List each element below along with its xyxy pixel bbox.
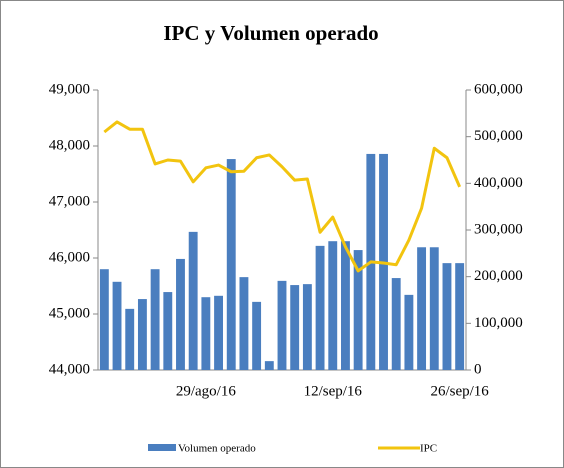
bar: [341, 241, 350, 370]
y2-tick-label: 200,000: [474, 268, 523, 284]
legend-label: IPC: [420, 443, 437, 455]
y2-tick-label: 500,000: [474, 128, 523, 144]
bar: [328, 241, 338, 370]
bar: [188, 231, 198, 370]
bar: [125, 308, 135, 370]
x-tick-label: 26/sep/16: [430, 383, 489, 399]
bar: [150, 269, 160, 370]
bar: [201, 297, 211, 370]
y-tick-label: 45,000: [49, 305, 90, 321]
bar: [455, 263, 465, 370]
y2-tick-label: 600,000: [474, 81, 523, 97]
bar: [353, 250, 363, 370]
bar: [264, 361, 274, 370]
y2-tick-label: 100,000: [474, 315, 523, 331]
bar: [417, 247, 427, 370]
bar: [176, 258, 185, 370]
y-tick-label: 46,000: [49, 249, 90, 265]
chart-title: IPC y Volumen operado: [163, 21, 378, 45]
bar: [302, 284, 312, 370]
y2-tick-label: 400,000: [474, 175, 523, 191]
bar: [404, 294, 414, 370]
y-tick-label: 44,000: [49, 361, 90, 377]
bar: [429, 247, 439, 370]
bar: [442, 263, 452, 370]
bar: [239, 277, 249, 370]
bar: [137, 299, 147, 370]
x-tick-label: 29/ago/16: [176, 383, 236, 399]
y2-tick-label: 300,000: [474, 221, 523, 237]
bar: [252, 301, 262, 370]
bar: [226, 159, 236, 370]
y-tick-label: 48,000: [49, 137, 90, 153]
legend-swatch: [148, 444, 176, 451]
line: [103, 120, 462, 273]
bar: [391, 278, 401, 370]
bar: [163, 292, 173, 370]
bar: [99, 269, 109, 370]
bar: [277, 280, 287, 370]
bar: [290, 285, 300, 370]
bar: [315, 245, 325, 370]
x-tick-label: 12/sep/16: [304, 383, 363, 399]
bar: [112, 281, 122, 370]
y2-tick-label: 0: [474, 361, 482, 377]
bar: [214, 295, 223, 370]
y-tick-label: 49,000: [49, 81, 90, 97]
y-tick-label: 47,000: [49, 193, 90, 209]
legend-label: Volumen operado: [178, 443, 256, 455]
